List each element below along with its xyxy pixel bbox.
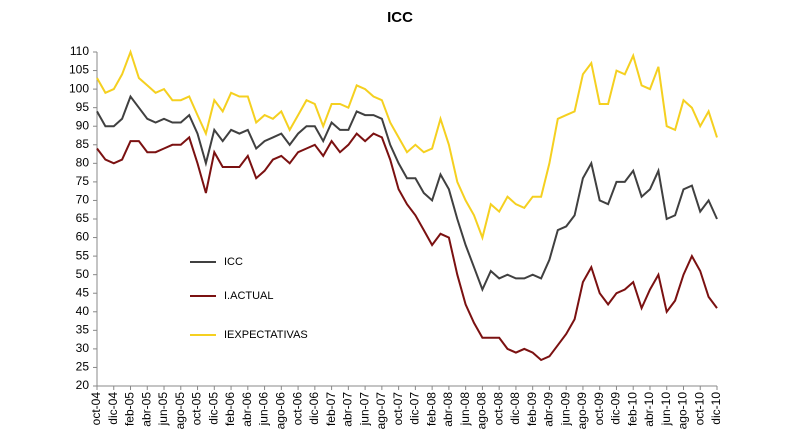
x-tick-label: dic-07 [408,392,422,425]
x-tick-label: ago-07 [374,392,388,430]
y-tick-label: 65 [76,211,90,225]
x-tick-label: oct-04 [89,392,103,426]
y-tick-label: 75 [76,174,90,188]
y-tick-label: 105 [69,63,89,77]
y-tick-label: 35 [76,323,90,337]
legend-label: I.ACTUAL [224,290,274,302]
y-tick-label: 60 [76,230,90,244]
x-tick-label: abr-06 [240,392,254,427]
y-tick-label: 85 [76,137,90,151]
x-tick-label: dic-06 [307,392,321,425]
x-tick-label: oct-09 [592,392,606,426]
x-tick-label: abr-08 [441,392,455,427]
x-tick-label: feb-07 [324,392,338,426]
x-tick-label: ago-10 [676,392,690,430]
y-tick-label: 100 [69,81,89,95]
x-tick-label: jun-08 [458,392,472,427]
y-tick-label: 90 [76,118,90,132]
x-tick-label: ago-09 [575,392,589,430]
y-tick-label: 45 [76,285,90,299]
x-tick-label: ago-05 [173,392,187,430]
y-tick-label: 30 [76,341,90,355]
x-tick-label: oct-10 [692,392,706,426]
x-tick-label: dic-05 [206,392,220,425]
x-tick-label: ago-08 [475,392,489,430]
y-tick-label: 40 [76,304,90,318]
x-tick-label: jun-06 [257,392,271,427]
x-tick-label: jun-05 [156,392,170,427]
x-tick-label: oct-06 [290,392,304,426]
x-tick-label: jun-10 [659,392,673,427]
x-tick-label: feb-06 [223,392,237,426]
x-tick-label: dic-08 [508,392,522,425]
x-tick-label: oct-07 [391,392,405,426]
x-tick-label: feb-05 [123,392,137,426]
y-tick-label: 110 [70,44,89,58]
chart-title: ICC [387,9,413,26]
x-tick-label: feb-10 [625,392,639,426]
x-tick-label: dic-10 [709,392,723,425]
x-tick-label: ago-06 [273,392,287,430]
y-tick-label: 55 [76,248,90,262]
y-tick-label: 50 [76,267,90,281]
y-tick-label: 80 [76,156,90,170]
x-tick-label: abr-07 [341,392,355,427]
x-tick-label: jun-09 [558,392,572,427]
y-tick-label: 70 [76,193,90,207]
x-tick-label: abr-10 [642,392,656,427]
series-line [96,94,718,293]
y-tick-label: 95 [76,100,90,114]
x-tick-label: feb-09 [525,392,539,426]
x-tick-label: abr-05 [139,392,153,427]
x-tick-label: feb-08 [424,392,438,426]
x-tick-label: dic-04 [106,392,120,425]
legend-label: IEXPECTATIVAS [224,329,308,341]
legend-label: ICC [224,256,243,268]
x-tick-label: dic-09 [609,392,623,425]
series-line [96,48,718,241]
y-tick-label: 20 [76,378,90,392]
y-tick-label: 25 [76,360,90,374]
x-tick-label: abr-09 [542,392,556,427]
x-tick-label: oct-08 [491,392,505,426]
series-line [96,132,718,362]
x-tick-label: oct-05 [190,392,204,426]
x-tick-label: jun-07 [357,392,371,427]
